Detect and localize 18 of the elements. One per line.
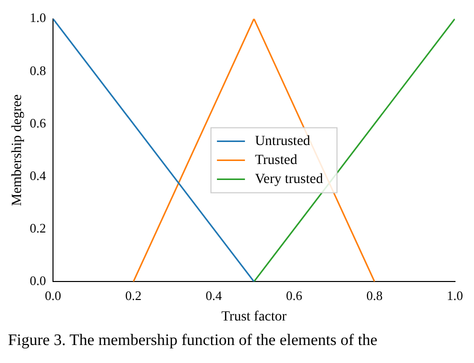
- x-tick-label: 1.0: [446, 288, 463, 303]
- x-tick-label: 0.4: [206, 288, 222, 303]
- legend-label: Very trusted: [254, 172, 323, 187]
- y-tick-label: 1.0: [30, 10, 46, 26]
- x-axis-title: Trust factor: [221, 309, 287, 324]
- y-tick-label: 0.4: [30, 168, 47, 183]
- x-tick-label: 0.6: [286, 288, 303, 303]
- legend-label: Trusted: [254, 152, 298, 168]
- y-tick-label: 0.8: [30, 62, 46, 78]
- y-tick-label: 0.6: [30, 115, 47, 130]
- caption: Figure 3. The membership function of the elements of the: [8, 332, 378, 350]
- y-tick-label: 0.0: [30, 273, 46, 288]
- x-tick-label: 0.8: [366, 288, 383, 303]
- x-tick-label: 0.2: [125, 288, 142, 303]
- y-axis-title: Membership degree: [10, 94, 26, 206]
- legend-label: Untrusted: [254, 134, 310, 149]
- x-tick-label: 0.0: [44, 288, 62, 303]
- y-tick-label: 0.2: [30, 220, 46, 236]
